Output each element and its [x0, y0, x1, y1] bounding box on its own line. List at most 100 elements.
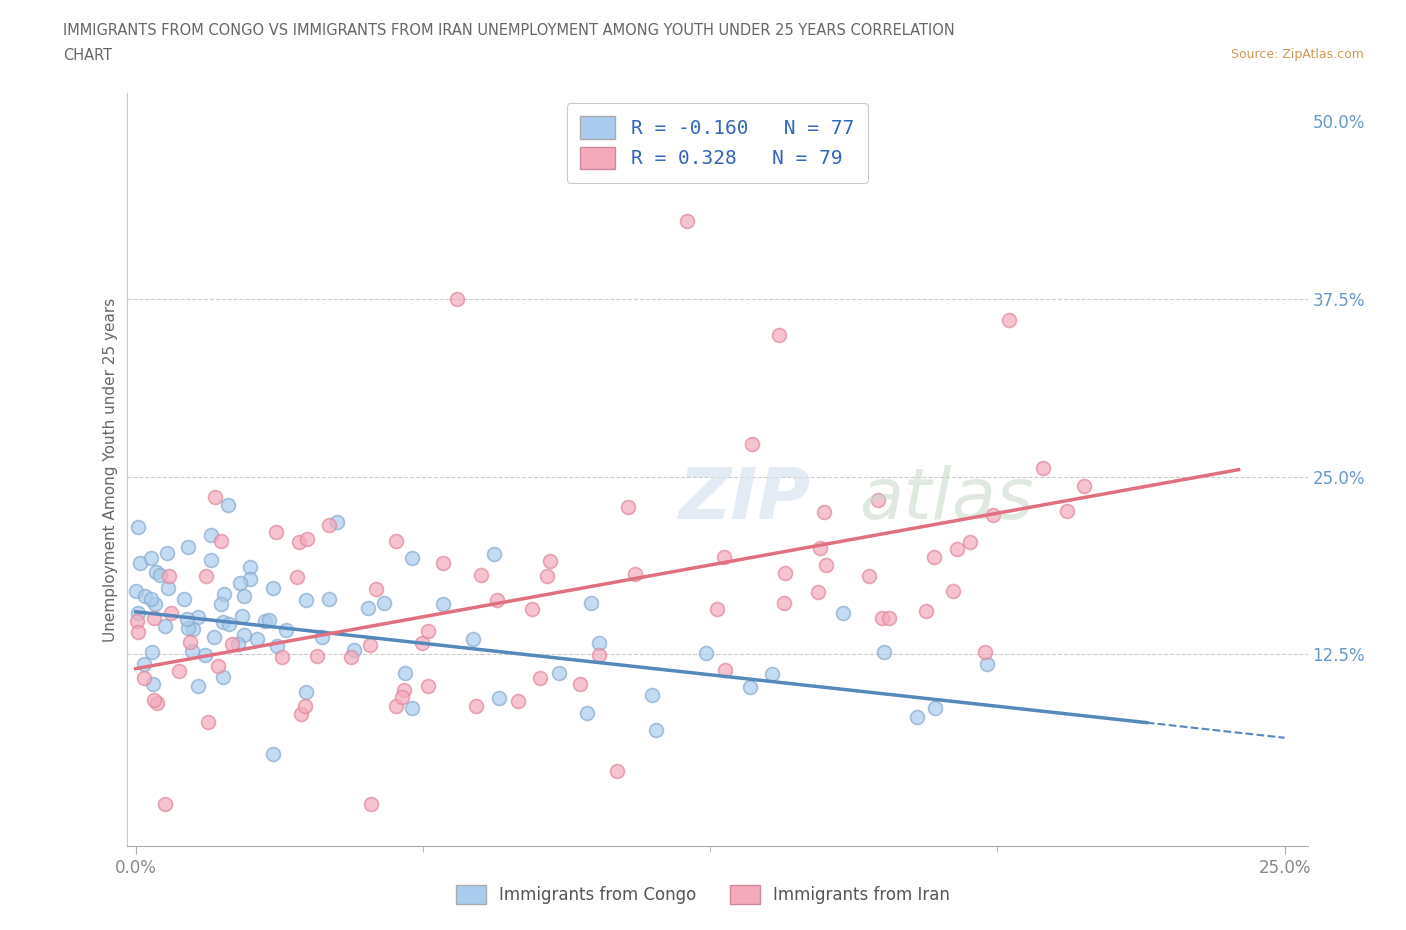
- Point: [271, 649, 294, 664]
- Point: [959, 535, 981, 550]
- Point: [209, 534, 232, 549]
- Legend: Immigrants from Congo, Immigrants from Iran: Immigrants from Congo, Immigrants from I…: [447, 876, 959, 912]
- Point: [418, 624, 440, 639]
- Point: [641, 687, 664, 702]
- Point: [870, 610, 893, 625]
- Point: [149, 567, 172, 582]
- Point: [359, 638, 381, 653]
- Point: [432, 596, 454, 611]
- Point: [127, 605, 149, 620]
- Point: [217, 498, 239, 512]
- Point: [538, 553, 561, 568]
- Point: [246, 631, 269, 646]
- Point: [194, 568, 217, 583]
- Point: [231, 609, 253, 624]
- Point: [202, 630, 225, 644]
- Text: ZIP: ZIP: [679, 465, 811, 534]
- Point: [924, 700, 946, 715]
- Point: [974, 644, 997, 659]
- Point: [232, 589, 254, 604]
- Point: [342, 643, 364, 658]
- Point: [207, 658, 229, 673]
- Point: [143, 610, 166, 625]
- Point: [287, 569, 309, 584]
- Point: [905, 710, 928, 724]
- Point: [295, 592, 318, 607]
- Point: [145, 565, 167, 579]
- Point: [529, 671, 551, 685]
- Point: [141, 644, 163, 659]
- Point: [239, 560, 262, 575]
- Point: [706, 602, 728, 617]
- Point: [942, 584, 965, 599]
- Point: [125, 614, 148, 629]
- Point: [318, 591, 340, 606]
- Point: [1073, 478, 1095, 493]
- Point: [401, 551, 423, 565]
- Point: [1032, 460, 1054, 475]
- Point: [357, 600, 380, 615]
- Point: [157, 569, 180, 584]
- Point: [177, 620, 200, 635]
- Point: [262, 746, 284, 761]
- Point: [187, 679, 209, 694]
- Point: [1056, 503, 1078, 518]
- Point: [877, 611, 900, 626]
- Point: [385, 698, 408, 713]
- Point: [127, 519, 149, 534]
- Point: [295, 684, 318, 699]
- Point: [808, 541, 831, 556]
- Point: [581, 595, 603, 610]
- Point: [200, 553, 222, 568]
- Point: [139, 551, 162, 565]
- Point: [141, 591, 163, 606]
- Point: [233, 627, 256, 642]
- Point: [204, 490, 226, 505]
- Point: [218, 617, 240, 631]
- Point: [946, 541, 969, 556]
- Point: [360, 796, 382, 811]
- Point: [129, 555, 152, 570]
- Point: [179, 634, 201, 649]
- Point: [194, 647, 217, 662]
- Point: [176, 612, 198, 627]
- Point: [318, 518, 340, 533]
- Point: [575, 705, 598, 720]
- Point: [508, 694, 530, 709]
- Point: [676, 214, 699, 229]
- Point: [872, 644, 894, 659]
- Point: [645, 723, 668, 737]
- Point: [470, 568, 492, 583]
- Point: [266, 639, 288, 654]
- Point: [212, 614, 235, 629]
- Point: [167, 664, 190, 679]
- Point: [257, 613, 280, 628]
- Point: [520, 602, 543, 617]
- Point: [401, 700, 423, 715]
- Point: [141, 677, 163, 692]
- Point: [239, 571, 262, 586]
- Text: IMMIGRANTS FROM CONGO VS IMMIGRANTS FROM IRAN UNEMPLOYMENT AMONG YOUTH UNDER 25 : IMMIGRANTS FROM CONGO VS IMMIGRANTS FROM…: [63, 23, 955, 38]
- Text: CHART: CHART: [63, 48, 112, 63]
- Point: [311, 630, 333, 644]
- Point: [548, 666, 571, 681]
- Point: [616, 499, 638, 514]
- Point: [740, 680, 762, 695]
- Point: [998, 313, 1021, 328]
- Point: [294, 699, 316, 714]
- Point: [922, 550, 945, 565]
- Point: [200, 528, 222, 543]
- Point: [132, 671, 155, 685]
- Point: [915, 604, 938, 618]
- Point: [186, 610, 208, 625]
- Point: [858, 568, 880, 583]
- Point: [761, 667, 783, 682]
- Point: [226, 637, 249, 652]
- Point: [132, 657, 155, 671]
- Point: [364, 582, 387, 597]
- Point: [482, 547, 505, 562]
- Point: [254, 614, 277, 629]
- Point: [197, 714, 219, 729]
- Point: [326, 514, 349, 529]
- Point: [815, 558, 838, 573]
